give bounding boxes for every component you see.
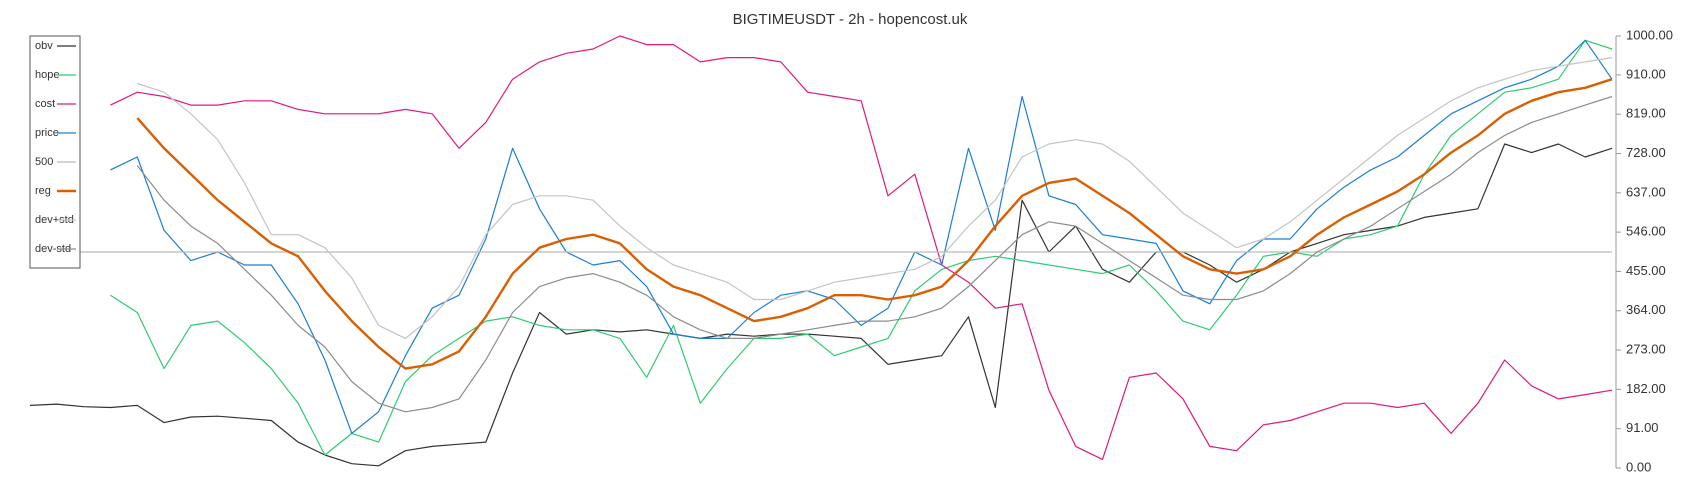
legend-label: price <box>35 127 59 139</box>
series-line <box>137 57 1613 339</box>
y-tick-label: 819.00 <box>1626 106 1666 121</box>
y-tick-label: 455.00 <box>1626 263 1666 278</box>
y-tick-label: 182.00 <box>1626 381 1666 396</box>
legend-label: 500 <box>35 156 53 168</box>
legend-label: cost <box>35 98 55 110</box>
y-tick-label: 364.00 <box>1626 302 1666 317</box>
chart-title: BIGTIMEUSDT - 2h - hopencost.uk <box>733 11 968 28</box>
legend-label: reg <box>35 185 51 197</box>
series-line <box>110 39 1613 456</box>
legend-label: dev-std <box>35 243 71 255</box>
y-tick-label: 728.00 <box>1626 145 1666 160</box>
legend-label: dev+std <box>35 214 74 226</box>
y-tick-label: 1000.00 <box>1626 27 1673 42</box>
y-tick-label: 273.00 <box>1626 342 1666 357</box>
series-line <box>110 35 1613 460</box>
legend: obv hope cost price 500 reg dev+std dev-std <box>29 35 81 269</box>
legend-label: hope <box>35 69 59 81</box>
series-line <box>110 39 1613 434</box>
y-tick-label: 546.00 <box>1626 224 1666 239</box>
series-line <box>136 95 1613 413</box>
y-tick-label: 91.00 <box>1626 420 1659 435</box>
y-tick-label: 910.00 <box>1626 66 1666 81</box>
legend-label: obv <box>35 40 53 52</box>
series-line <box>29 143 1613 467</box>
y-tick-label: 0.00 <box>1626 459 1651 474</box>
y-tick-label: 637.00 <box>1626 184 1666 199</box>
series-line <box>136 78 1613 370</box>
